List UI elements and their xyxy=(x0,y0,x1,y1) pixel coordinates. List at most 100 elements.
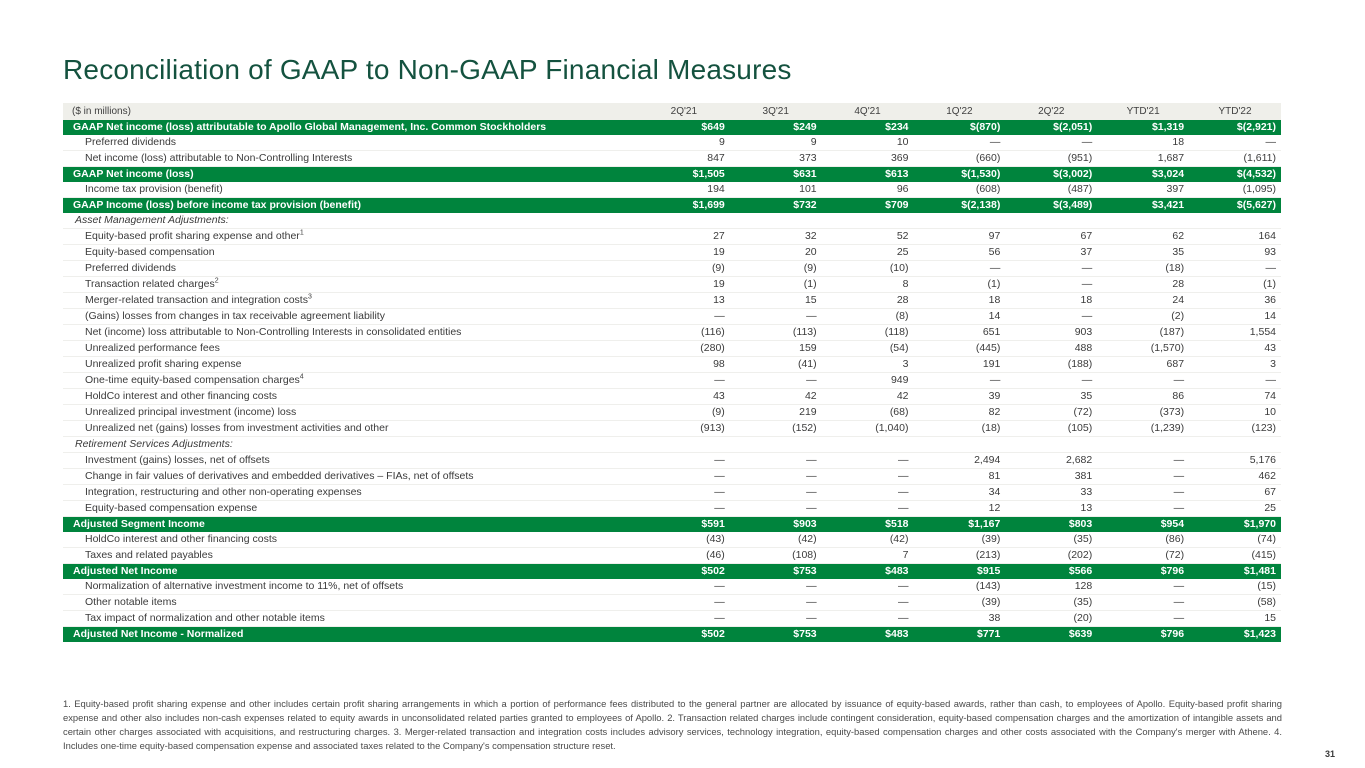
row-value: 7 xyxy=(821,547,914,564)
row-label: Net income (loss) attributable to Non-Co… xyxy=(63,150,638,167)
table-row-item: Unrealized principal investment (income)… xyxy=(63,404,1281,421)
row-value xyxy=(821,213,914,229)
row-value: $796 xyxy=(1097,563,1190,579)
table-row-item: Taxes and related payables (46) (108) 7 (213… xyxy=(63,547,1281,564)
row-value: $796 xyxy=(1097,626,1190,642)
table-row-item: Merger-related transaction and integrati… xyxy=(63,292,1281,309)
row-value: (18) xyxy=(913,420,1006,437)
table-row-item: (Gains) losses from changes in tax recei… xyxy=(63,308,1281,325)
row-value: (608) xyxy=(913,182,1006,198)
row-value: (108) xyxy=(729,547,822,564)
row-value: — xyxy=(729,484,822,501)
row-value: 847 xyxy=(637,150,730,167)
row-label: Other notable items xyxy=(63,594,638,611)
footnote-marker: 2 xyxy=(214,277,219,285)
row-value: (68) xyxy=(821,404,914,421)
row-value: $(2,051) xyxy=(1005,120,1098,135)
row-value: $483 xyxy=(821,626,914,642)
table-row-item: Change in fair values of derivatives and… xyxy=(63,468,1281,485)
footnote-marker: 1 xyxy=(299,229,304,237)
row-value: — xyxy=(913,260,1006,277)
row-value xyxy=(1189,436,1281,453)
table-row-item: HoldCo interest and other financing cost… xyxy=(63,532,1281,548)
row-value: (143) xyxy=(913,579,1006,595)
row-value: (9) xyxy=(729,260,822,277)
row-value xyxy=(729,436,822,453)
table-row-total: Adjusted Net Income $502 $753 $483 $915 $566 $… xyxy=(63,563,1281,579)
row-value: 191 xyxy=(913,356,1006,373)
row-label: Merger-related transaction and integrati… xyxy=(63,292,638,309)
row-value: $803 xyxy=(1005,516,1098,532)
row-value: 903 xyxy=(1005,324,1098,341)
row-label: Unrealized principal investment (income)… xyxy=(63,404,638,421)
row-value: (187) xyxy=(1097,324,1190,341)
row-label: (Gains) losses from changes in tax recei… xyxy=(63,308,638,325)
row-value: — xyxy=(729,372,822,389)
row-value: 15 xyxy=(1189,610,1281,627)
row-value: $234 xyxy=(821,120,914,135)
row-value: — xyxy=(1005,135,1098,151)
row-value: 34 xyxy=(913,484,1006,501)
row-value: (116) xyxy=(637,324,730,341)
row-value: (118) xyxy=(821,324,914,341)
row-value: (280) xyxy=(637,340,730,357)
row-label: Adjusted Segment Income xyxy=(63,516,638,532)
row-value: (41) xyxy=(729,356,822,373)
row-value: — xyxy=(821,484,914,501)
row-label: Preferred dividends xyxy=(63,135,638,151)
row-value: $954 xyxy=(1097,516,1190,532)
row-value: $(2,138) xyxy=(913,197,1006,213)
row-value: — xyxy=(637,468,730,485)
row-value: (213) xyxy=(913,547,1006,564)
row-value: (54) xyxy=(821,340,914,357)
table-row-item: Unrealized profit sharing expense 98 (41) 3… xyxy=(63,356,1281,373)
row-label: Retirement Services Adjustments: xyxy=(63,436,638,453)
row-value: $732 xyxy=(729,197,822,213)
row-value: (43) xyxy=(637,532,730,548)
row-value: — xyxy=(821,579,914,595)
row-value: 98 xyxy=(637,356,730,373)
row-value: (188) xyxy=(1005,356,1098,373)
row-value: 20 xyxy=(729,244,822,261)
row-value: 15 xyxy=(729,292,822,309)
row-value: 33 xyxy=(1005,484,1098,501)
footnotes: 1. Equity-based profit sharing expense a… xyxy=(63,698,1282,751)
row-value: 74 xyxy=(1189,388,1281,405)
row-value: 8 xyxy=(821,276,914,293)
row-value: (42) xyxy=(729,532,822,548)
column-header: 4Q'21 xyxy=(821,103,914,120)
row-label: Integration, restructuring and other non… xyxy=(63,484,638,501)
row-value: — xyxy=(1097,468,1190,485)
row-value: (35) xyxy=(1005,532,1098,548)
row-value: 101 xyxy=(729,182,822,198)
row-value: 12 xyxy=(913,500,1006,517)
table-row-total: Adjusted Net Income - Normalized $502 $753… xyxy=(63,626,1281,642)
row-value: $753 xyxy=(729,626,822,642)
row-value: 159 xyxy=(729,340,822,357)
row-value: 3 xyxy=(821,356,914,373)
table-row-item: Unrealized net (gains) losses from inves… xyxy=(63,420,1281,437)
row-value: (445) xyxy=(913,340,1006,357)
row-value: (18) xyxy=(1097,260,1190,277)
row-value: 42 xyxy=(729,388,822,405)
row-value: 52 xyxy=(821,228,914,245)
row-value: (951) xyxy=(1005,150,1098,167)
row-value: 2,682 xyxy=(1005,452,1098,469)
row-value: (660) xyxy=(913,150,1006,167)
row-value: 82 xyxy=(913,404,1006,421)
row-value: 67 xyxy=(1189,484,1281,501)
table-row-item: Normalization of alternative investment … xyxy=(63,579,1281,595)
row-value: 3 xyxy=(1189,356,1281,373)
row-value: 369 xyxy=(821,150,914,167)
row-value: 18 xyxy=(1005,292,1098,309)
row-value: 1,554 xyxy=(1189,324,1281,341)
table-row-section: Retirement Services Adjustments: xyxy=(63,436,1281,453)
row-value: 462 xyxy=(1189,468,1281,485)
row-value: — xyxy=(1005,276,1098,293)
row-value: (2) xyxy=(1097,308,1190,325)
row-value: $(5,627) xyxy=(1189,197,1281,213)
row-value: 128 xyxy=(1005,579,1098,595)
row-value xyxy=(1005,436,1098,453)
row-label: Normalization of alternative investment … xyxy=(63,579,638,595)
